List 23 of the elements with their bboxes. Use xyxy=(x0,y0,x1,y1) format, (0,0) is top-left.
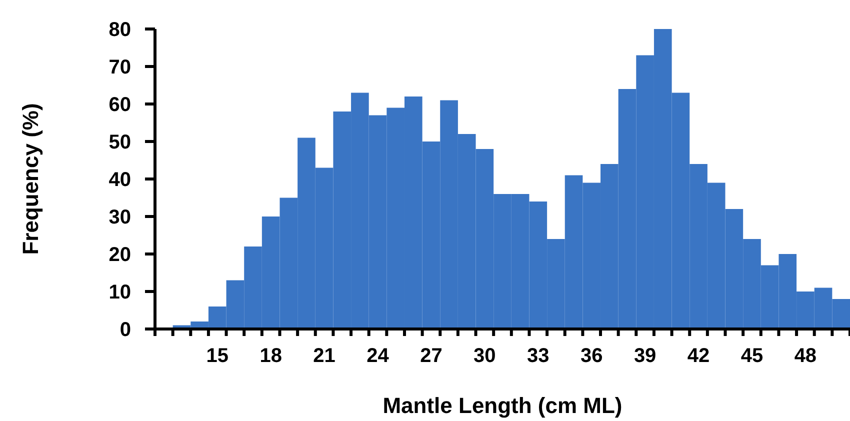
x-tick-label: 45 xyxy=(740,345,764,367)
x-tick-label: 48 xyxy=(794,345,817,367)
x-tick-label: 39 xyxy=(634,345,656,367)
x-tick-label: 21 xyxy=(313,345,336,367)
x-axis-title: Mantle Length (cm ML) xyxy=(382,393,622,418)
y-tick-label: 0 xyxy=(120,319,131,341)
x-tick-label: 18 xyxy=(260,345,282,367)
x-tick-label: 30 xyxy=(474,345,496,367)
y-tick-label: 70 xyxy=(108,56,131,78)
y-tick-label: 50 xyxy=(108,132,131,154)
x-tick-label: 36 xyxy=(580,345,603,367)
x-tick-label: 15 xyxy=(206,345,228,367)
y-tick-label: 10 xyxy=(108,282,131,304)
y-tick-label: 60 xyxy=(108,94,131,116)
y-tick-label: 30 xyxy=(108,206,131,228)
x-tick-label: 33 xyxy=(527,345,550,367)
x-tick-label: 24 xyxy=(366,345,390,367)
y-tick-label: 80 xyxy=(108,19,131,41)
x-tick-label: 42 xyxy=(687,345,710,367)
y-tick-label: 40 xyxy=(108,169,131,191)
y-axis-title: Frequency (%) xyxy=(18,103,43,255)
x-tick-label: 27 xyxy=(420,345,442,367)
y-tick-label: 20 xyxy=(108,244,131,266)
